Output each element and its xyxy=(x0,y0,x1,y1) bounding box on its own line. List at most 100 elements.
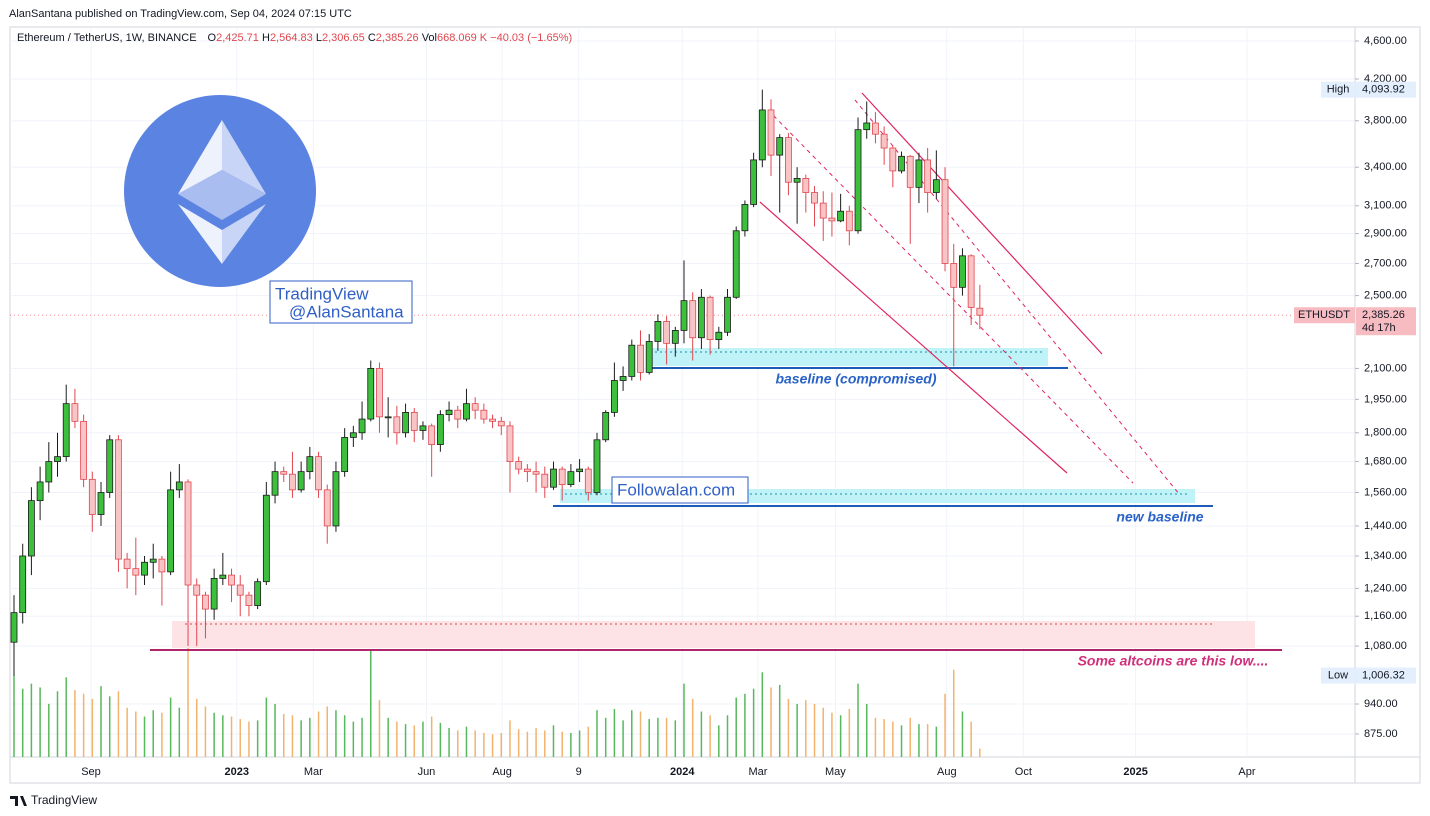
volume-bar xyxy=(822,707,824,757)
volume-bar xyxy=(152,710,154,757)
price-label-name: Low xyxy=(1328,669,1348,681)
candle-body xyxy=(610,380,618,413)
volume-bar xyxy=(805,700,807,757)
candle-body xyxy=(541,473,549,488)
y-tick-label: 4,600.00 xyxy=(1364,35,1407,47)
y-tick-label: 1,240.00 xyxy=(1364,582,1407,594)
volume-bar xyxy=(544,730,546,757)
candle-body xyxy=(584,468,592,493)
candle-body xyxy=(628,344,636,377)
price-label-value: 1,006.32 xyxy=(1362,669,1405,681)
volume-bar xyxy=(100,686,102,757)
volume-bar xyxy=(82,693,85,757)
candle-body xyxy=(306,456,314,473)
volume-bar xyxy=(30,683,33,757)
baseline-label: baseline (compromised) xyxy=(775,371,936,387)
eth-logo-part xyxy=(178,120,222,194)
candle-body xyxy=(967,255,975,308)
volume-bar xyxy=(648,719,650,757)
volume-bar xyxy=(778,684,781,757)
candle-body xyxy=(793,178,801,183)
x-tick-label: May xyxy=(825,766,846,778)
price-label-badge xyxy=(1321,81,1355,98)
volume-bar xyxy=(926,724,929,757)
candle-body xyxy=(758,109,766,161)
candle-body xyxy=(202,594,209,610)
candle-body xyxy=(228,574,235,586)
volume-bar xyxy=(457,730,459,757)
candle-body xyxy=(254,581,262,606)
eth-logo-part xyxy=(222,120,266,194)
x-tick-label: Mar xyxy=(748,766,767,778)
volume-bar xyxy=(909,717,911,757)
volume-bar xyxy=(735,697,737,757)
volume-bar xyxy=(613,708,616,757)
volume-bar xyxy=(378,700,381,757)
volume-bar xyxy=(865,703,868,757)
y-tick-label: 875.00 xyxy=(1364,728,1398,740)
volume-bar xyxy=(900,725,903,757)
x-tick-label: 9 xyxy=(576,766,582,778)
candle-body xyxy=(497,420,505,427)
candle-body xyxy=(471,403,479,411)
volume-bar xyxy=(300,720,302,757)
volume-bar xyxy=(74,689,76,757)
candle-body xyxy=(245,594,253,606)
volume-bar xyxy=(857,683,859,757)
candle-body xyxy=(959,255,966,288)
frame xyxy=(9,26,1421,784)
candle-body xyxy=(567,471,575,485)
candle-body xyxy=(689,300,697,339)
candle-body xyxy=(872,122,879,135)
volume-bar xyxy=(718,725,720,757)
candle-body xyxy=(184,481,192,586)
legend-value: 2,564.83 xyxy=(269,32,313,44)
channel-mid xyxy=(767,109,1134,484)
x-tick-label: Apr xyxy=(1238,766,1255,778)
volume-bar xyxy=(691,698,694,757)
volume-bar xyxy=(439,722,442,757)
volume-bar xyxy=(657,717,659,757)
price-label-value-bg xyxy=(1356,667,1416,684)
legend-key: O xyxy=(207,32,217,44)
candle-body xyxy=(654,321,662,342)
volume-bar xyxy=(13,674,15,757)
volume-bar xyxy=(335,710,337,757)
candle-body xyxy=(71,403,79,422)
candle-body xyxy=(367,368,375,420)
candle-body xyxy=(315,456,322,491)
volume-bar xyxy=(213,712,215,757)
candle-body xyxy=(819,202,827,219)
channel-top xyxy=(861,92,1103,355)
last-price-name: ETHUSDT xyxy=(1298,309,1350,321)
candle-body xyxy=(741,204,749,232)
volume-bar xyxy=(404,724,407,757)
volume-bar xyxy=(918,724,920,757)
site-box xyxy=(611,476,749,504)
volume-bar xyxy=(796,703,798,757)
volume-bar xyxy=(169,697,172,757)
candle-body xyxy=(515,461,523,470)
candle-body xyxy=(619,376,627,381)
volume-bar xyxy=(683,683,685,757)
price-label-value: 4,093.92 xyxy=(1362,84,1405,96)
candle-body xyxy=(123,558,131,570)
candle-body xyxy=(428,425,436,445)
candle-body xyxy=(167,489,175,573)
candle-body xyxy=(532,471,540,475)
last-price-value: 2,385.26 xyxy=(1362,309,1405,321)
volume-bar xyxy=(483,732,485,757)
candle-body xyxy=(489,418,496,422)
y-tick-label: 1,080.00 xyxy=(1364,640,1407,652)
volume-bar xyxy=(326,706,328,757)
candle-body xyxy=(645,341,653,373)
channel-mid-2 xyxy=(854,99,1181,496)
volume-bar xyxy=(474,730,476,757)
candle-body xyxy=(28,500,35,557)
volume-bar xyxy=(387,717,389,757)
legend-key: L xyxy=(315,32,322,44)
candle-body xyxy=(175,481,183,491)
candle-body xyxy=(976,307,984,316)
volume-bar xyxy=(117,691,120,757)
candle-body xyxy=(62,403,70,458)
